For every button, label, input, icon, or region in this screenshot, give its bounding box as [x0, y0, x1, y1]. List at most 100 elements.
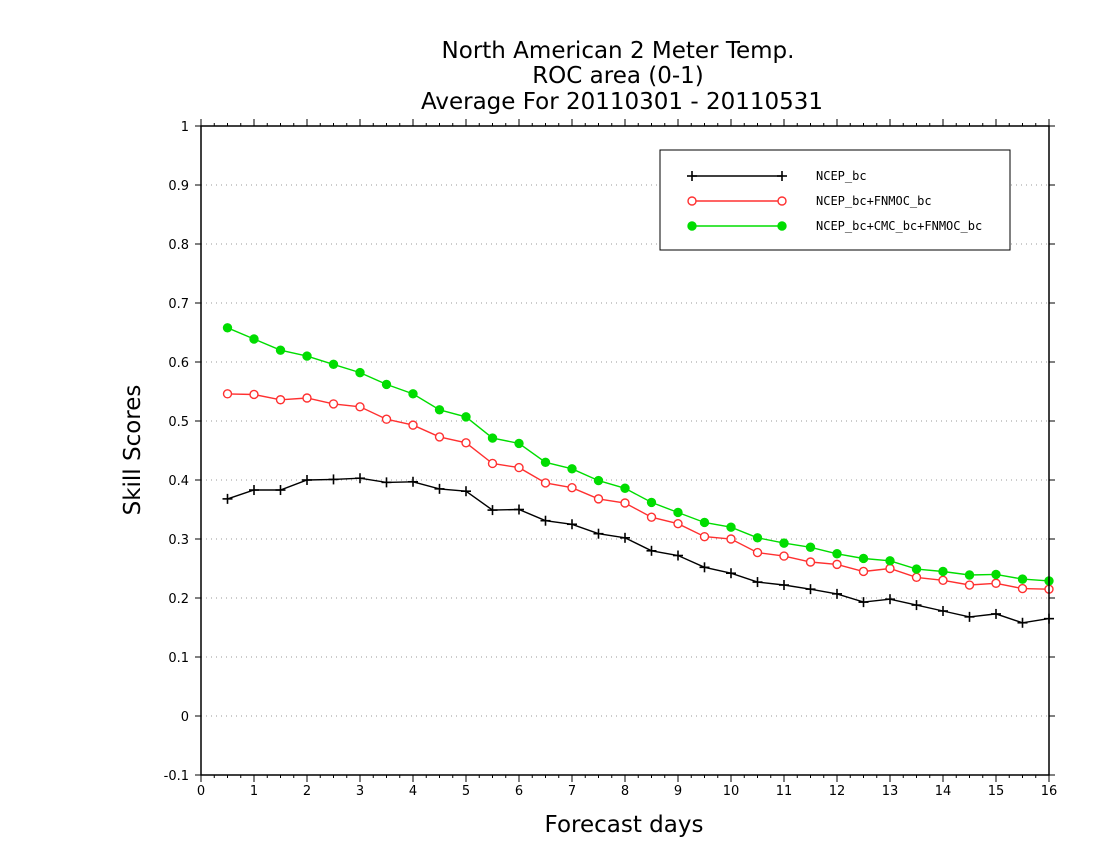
data-point: [646, 497, 657, 508]
data-point: [1017, 574, 1028, 584]
data-point: [752, 547, 763, 558]
data-point: [461, 438, 471, 448]
data-point: [275, 345, 286, 355]
data-point: [487, 458, 498, 469]
y-tick-label: 0.8: [168, 238, 189, 253]
x-tick-label: 8: [621, 784, 629, 799]
data-point: [461, 412, 471, 422]
legend-item-1: NCEP_bc: [687, 169, 867, 183]
data-point: [885, 563, 895, 574]
data-point: [991, 578, 1001, 588]
grid: [201, 184, 1049, 717]
title-line-2: ROC area (0-1): [532, 63, 704, 89]
data-point: [777, 196, 787, 206]
legend-box: [659, 149, 1011, 251]
x-tick-label: 12: [829, 784, 846, 799]
data-point: [991, 569, 1001, 580]
legend-item-3: NCEP_bc+CMC_bc+FNMOC_bc: [687, 219, 982, 233]
data-point: [593, 494, 604, 504]
data-point: [911, 564, 922, 574]
data-point: [434, 432, 445, 442]
legend-label: NCEP_bc+CMC_bc+FNMOC_bc: [816, 219, 982, 233]
chart-title: North American 2 Meter Temp. ROC area (0…: [421, 38, 823, 115]
data-point: [832, 559, 842, 570]
x-tick-label: 2: [303, 784, 311, 799]
x-tick-label: 6: [515, 784, 523, 799]
y-tick-label: 0.2: [168, 592, 189, 607]
data-point: [328, 359, 339, 370]
data-point: [514, 462, 524, 473]
title-line-1: North American 2 Meter Temp.: [442, 38, 795, 64]
y-tick-label: 0.5: [168, 415, 189, 430]
data-point: [832, 549, 842, 559]
legend-item-2: NCEP_bc+FNMOC_bc: [687, 194, 932, 208]
data-point: [593, 475, 604, 486]
data-point: [249, 389, 259, 400]
data-point: [567, 482, 577, 493]
series-line: [227, 477, 1050, 624]
x-tick-label: 1: [250, 784, 258, 799]
data-point: [514, 438, 524, 449]
data-point: [964, 570, 975, 580]
series-line: [227, 393, 1050, 590]
y-tick-label: -0.1: [164, 769, 189, 784]
legend-label: NCEP_bc+FNMOC_bc: [816, 194, 932, 208]
data-point: [687, 196, 697, 206]
data-point: [964, 580, 975, 590]
data-point: [408, 420, 418, 430]
x-tick-label: 7: [568, 784, 576, 799]
data-point: [726, 534, 736, 544]
data-point: [687, 221, 697, 231]
data-point: [620, 483, 630, 493]
data-point: [858, 566, 869, 577]
data-point: [222, 323, 233, 333]
data-point: [408, 389, 418, 399]
plot-frame: [200, 125, 1050, 776]
data-point: [911, 572, 922, 583]
data-point: [487, 433, 498, 443]
x-tick-label: 5: [462, 784, 470, 799]
series-3: [222, 323, 1054, 586]
data-point: [434, 405, 445, 415]
legend-label: NCEP_bc: [816, 169, 867, 183]
x-tick-label: 11: [776, 784, 793, 799]
data-point: [673, 507, 683, 518]
data-point: [938, 575, 948, 585]
series-1: [222, 473, 1054, 628]
data-point: [302, 351, 312, 361]
data-point: [752, 533, 763, 543]
data-point: [726, 522, 736, 532]
y-tick-label: 0.6: [168, 356, 189, 371]
data-point: [673, 518, 683, 529]
series-line: [227, 327, 1050, 582]
y-tick-label: 1: [181, 120, 189, 135]
x-tick-label: 14: [935, 784, 952, 799]
x-tick-label: 15: [988, 784, 1005, 799]
y-tick-label: 0.9: [168, 179, 189, 194]
x-axis-title: Forecast days: [545, 812, 704, 838]
data-point: [222, 389, 233, 399]
data-point: [328, 399, 339, 409]
data-point: [858, 553, 869, 564]
data-point: [275, 395, 286, 405]
x-tick-label: 4: [409, 784, 417, 799]
title-line-3: Average For 20110301 - 20110531: [421, 89, 823, 115]
data-point: [1017, 583, 1028, 594]
y-tick-label: 0: [181, 710, 189, 725]
data-point: [355, 402, 365, 412]
data-point: [777, 221, 787, 231]
x-tick-label: 3: [356, 784, 364, 799]
x-tick-label: 16: [1041, 784, 1058, 799]
plot-series: [222, 323, 1054, 628]
data-point: [620, 498, 630, 508]
data-point: [779, 538, 789, 548]
x-tick-label: 13: [882, 784, 899, 799]
y-axis-title: Skill Scores: [120, 385, 146, 516]
data-point: [540, 478, 551, 488]
y-tick-label: 0.4: [168, 474, 189, 489]
data-point: [249, 334, 259, 344]
data-point: [540, 457, 551, 467]
data-point: [302, 393, 312, 403]
data-point: [699, 517, 710, 528]
